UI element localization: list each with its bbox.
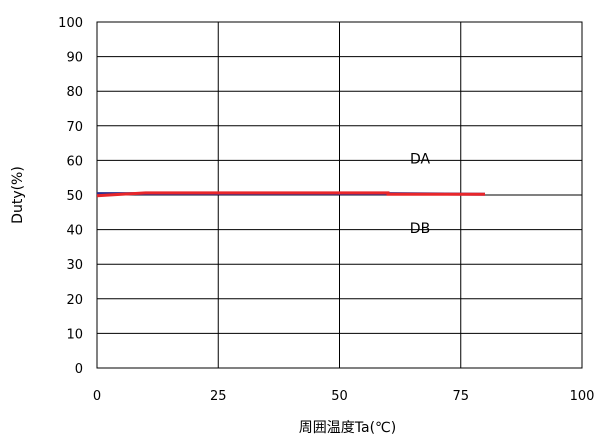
y-tick-label: 20 bbox=[66, 293, 83, 308]
x-tick-label: 75 bbox=[452, 389, 469, 404]
x-axis-tick-labels: 0 25 50 75 100 bbox=[93, 389, 595, 404]
series-lines bbox=[96, 191, 486, 198]
series-label-db: DB bbox=[410, 221, 430, 237]
y-tick-label: 100 bbox=[58, 16, 83, 31]
series-line-da bbox=[96, 191, 485, 198]
x-tick-label: 25 bbox=[210, 389, 227, 404]
series-labels: DA DB bbox=[410, 152, 431, 237]
x-tick-label: 0 bbox=[93, 389, 101, 404]
x-axis-title: 周囲温度Ta(℃) bbox=[299, 420, 396, 436]
y-tick-label: 80 bbox=[66, 85, 83, 100]
y-tick-label: 30 bbox=[66, 258, 83, 273]
y-axis-tick-labels: 0 10 20 30 40 50 60 70 80 90 100 bbox=[58, 16, 83, 377]
y-tick-label: 60 bbox=[66, 154, 83, 169]
y-tick-label: 10 bbox=[66, 327, 83, 342]
y-tick-label: 0 bbox=[75, 362, 83, 377]
y-tick-label: 90 bbox=[66, 51, 83, 66]
y-tick-label: 50 bbox=[66, 189, 83, 204]
x-tick-label: 100 bbox=[570, 389, 595, 404]
y-axis-title: Duty(%) bbox=[10, 166, 26, 224]
x-tick-label: 50 bbox=[331, 389, 348, 404]
y-tick-label: 40 bbox=[66, 224, 83, 239]
y-tick-label: 70 bbox=[66, 120, 83, 135]
series-label-da: DA bbox=[410, 152, 431, 168]
